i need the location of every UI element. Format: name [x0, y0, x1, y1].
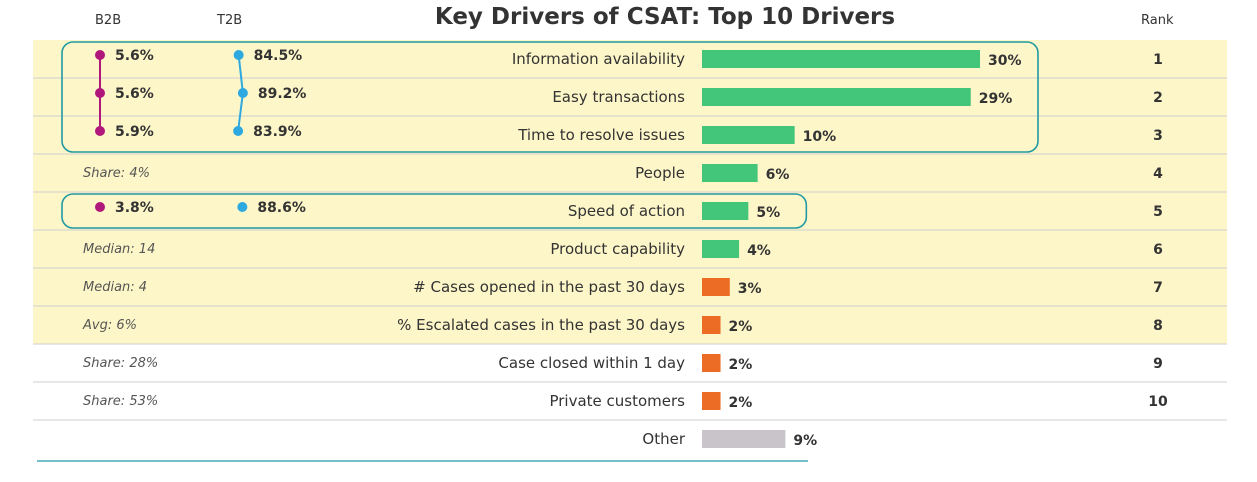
- bar: [702, 354, 721, 372]
- rank-value: 8: [1153, 318, 1163, 334]
- row-highlight: [33, 78, 1227, 116]
- rank-value: 6: [1153, 242, 1163, 258]
- bar-value-label: 2%: [729, 395, 753, 411]
- bar: [702, 430, 786, 448]
- t2b-header: T2B: [217, 13, 243, 28]
- category-label: Other: [642, 430, 685, 448]
- rank-value: 7: [1153, 280, 1163, 296]
- b2b-point: [95, 88, 105, 98]
- rank-value: 3: [1153, 128, 1163, 144]
- group-frame: [61, 41, 1039, 153]
- bar-value-label: 10%: [803, 129, 837, 145]
- b2b-point: [95, 50, 105, 60]
- b2b-value-label: 3.8%: [115, 200, 154, 216]
- b2b-value-label: 5.6%: [115, 86, 154, 102]
- bar-value-label: 9%: [793, 433, 817, 449]
- category-label: # Cases opened in the past 30 days: [413, 278, 685, 296]
- bar-value-label: 2%: [729, 319, 753, 335]
- bar: [702, 164, 758, 182]
- side-note: Share: 4%: [83, 166, 150, 181]
- category-label: Easy transactions: [552, 88, 685, 106]
- category-label: Time to resolve issues: [517, 126, 685, 144]
- side-note: Avg: 6%: [82, 318, 137, 333]
- group-frame: [61, 193, 808, 229]
- category-label: Private customers: [549, 392, 685, 410]
- bar: [702, 316, 721, 334]
- t2b-point: [233, 126, 244, 136]
- category-label: People: [635, 164, 685, 182]
- category-label: Product capability: [550, 240, 685, 258]
- b2b-header: B2B: [95, 13, 122, 28]
- bar-value-label: 6%: [766, 167, 790, 183]
- row-highlight: [33, 154, 1227, 192]
- bar: [702, 50, 980, 68]
- t2b-value-label: 83.9%: [253, 124, 302, 140]
- b2b-value-label: 5.6%: [115, 48, 154, 64]
- bar-value-label: 4%: [747, 243, 771, 259]
- side-note: Median: 4: [83, 280, 147, 295]
- rank-header: Rank: [1141, 13, 1174, 28]
- bar: [702, 202, 749, 220]
- b2b-point: [95, 202, 105, 212]
- rank-value: 2: [1153, 90, 1163, 106]
- row-highlight: [33, 306, 1227, 344]
- bar-value-label: 30%: [988, 53, 1022, 69]
- t2b-point: [233, 50, 244, 60]
- bar: [702, 126, 795, 144]
- side-note: Median: 14: [83, 242, 155, 257]
- rank-value: 4: [1153, 166, 1163, 182]
- b2b-value-label: 5.9%: [115, 124, 154, 140]
- rank-value: 1: [1153, 52, 1163, 68]
- t2b-value-label: 89.2%: [258, 86, 307, 102]
- t2b-value-label: 88.6%: [257, 200, 306, 216]
- bar: [702, 278, 730, 296]
- row-highlight: [33, 192, 1227, 230]
- row-highlight: [33, 230, 1227, 268]
- category-label: Speed of action: [568, 202, 685, 220]
- bar: [702, 392, 721, 410]
- b2b-point: [95, 126, 105, 136]
- bar-value-label: 29%: [979, 91, 1013, 107]
- bar-value-label: 5%: [756, 205, 780, 221]
- category-label: Case closed within 1 day: [498, 354, 685, 372]
- side-note: Share: 28%: [83, 356, 158, 371]
- bar: [702, 240, 740, 258]
- t2b-point: [237, 202, 248, 212]
- category-label: % Escalated cases in the past 30 days: [397, 316, 685, 334]
- side-note: Share: 53%: [83, 394, 158, 409]
- chart-title: Key Drivers of CSAT: Top 10 Drivers: [434, 4, 896, 30]
- row-highlight: [33, 116, 1227, 154]
- row-highlight: [33, 268, 1227, 306]
- bar-value-label: 3%: [738, 281, 762, 297]
- bar-value-label: 2%: [729, 357, 753, 373]
- category-label: Information availability: [512, 50, 685, 68]
- row-highlight: [33, 40, 1227, 78]
- rank-value: 5: [1153, 204, 1163, 220]
- rank-value: 10: [1148, 394, 1168, 410]
- t2b-value-label: 84.5%: [254, 48, 303, 64]
- bar: [702, 88, 971, 106]
- rank-value: 9: [1153, 356, 1163, 372]
- t2b-point: [237, 88, 248, 98]
